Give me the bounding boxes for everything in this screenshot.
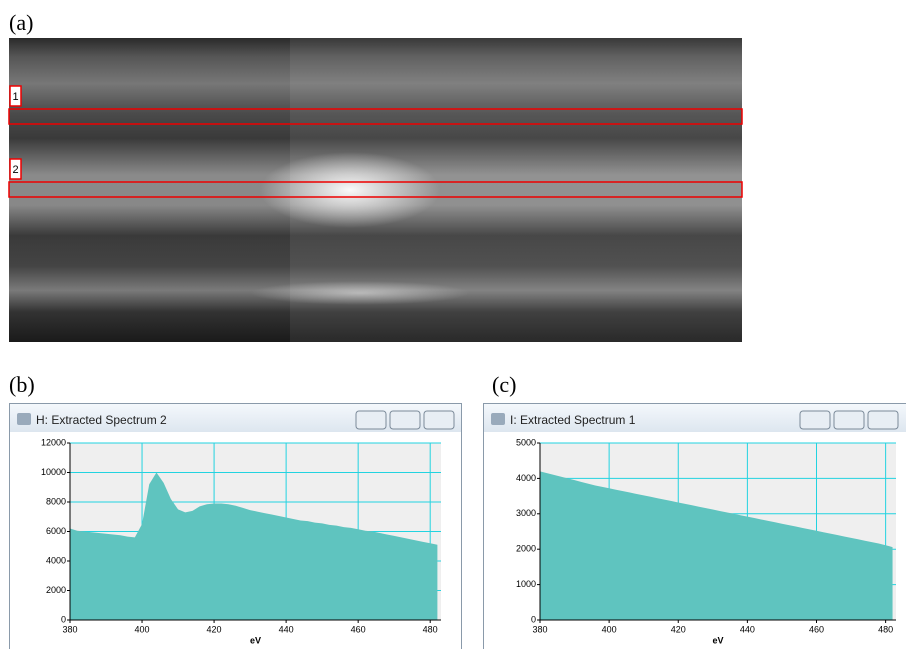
maximize-button[interactable] bbox=[389, 410, 421, 430]
region-label: 2 bbox=[12, 164, 18, 176]
window-icon bbox=[17, 413, 31, 425]
x-tick-label: 480 bbox=[423, 624, 438, 634]
maximize-button[interactable] bbox=[833, 410, 865, 430]
x-tick-label: 460 bbox=[351, 624, 366, 634]
x-tick-label: 400 bbox=[602, 624, 617, 634]
micrograph: 1 2 bbox=[8, 38, 743, 342]
close-button[interactable] bbox=[423, 410, 455, 430]
x-tick-label: 440 bbox=[279, 624, 294, 634]
y-tick-label: 2000 bbox=[516, 544, 536, 554]
x-axis-label: eV bbox=[712, 635, 723, 645]
panel-label: (a) bbox=[9, 10, 33, 35]
x-axis-label: eV bbox=[250, 635, 261, 645]
y-tick-label: 3000 bbox=[516, 508, 536, 518]
y-tick-label: 5000 bbox=[516, 437, 536, 447]
close-button[interactable] bbox=[867, 410, 899, 430]
spectrum bbox=[70, 472, 438, 620]
y-tick-label: 12000 bbox=[41, 437, 66, 447]
y-tick-label: 4000 bbox=[46, 555, 66, 565]
x-tick-label: 420 bbox=[671, 624, 686, 634]
y-tick-label: 10000 bbox=[41, 467, 66, 477]
y-tick-label: 6000 bbox=[46, 526, 66, 536]
window-title: I: Extracted Spectrum 1 bbox=[510, 413, 636, 427]
panel-label: (c) bbox=[492, 372, 516, 397]
x-tick-label: 440 bbox=[740, 624, 755, 634]
x-tick-label: 380 bbox=[62, 624, 77, 634]
region-label: 1 bbox=[12, 91, 18, 103]
minimize-button[interactable] bbox=[355, 410, 387, 430]
y-tick-label: 1000 bbox=[516, 579, 536, 589]
window-icon bbox=[491, 413, 505, 425]
y-tick-label: 2000 bbox=[46, 585, 66, 595]
y-tick-label: 0 bbox=[531, 614, 536, 624]
x-tick-label: 400 bbox=[135, 624, 150, 634]
minimize-button[interactable] bbox=[799, 410, 831, 430]
window-title: H: Extracted Spectrum 2 bbox=[36, 413, 167, 427]
spectrum bbox=[540, 471, 893, 620]
x-tick-label: 480 bbox=[878, 624, 893, 634]
x-tick-label: 460 bbox=[809, 624, 824, 634]
x-tick-label: 420 bbox=[207, 624, 222, 634]
y-tick-label: 0 bbox=[61, 614, 66, 624]
y-tick-label: 8000 bbox=[46, 496, 66, 506]
x-tick-label: 380 bbox=[532, 624, 547, 634]
panel-label: (b) bbox=[9, 372, 35, 397]
y-tick-label: 4000 bbox=[516, 473, 536, 483]
